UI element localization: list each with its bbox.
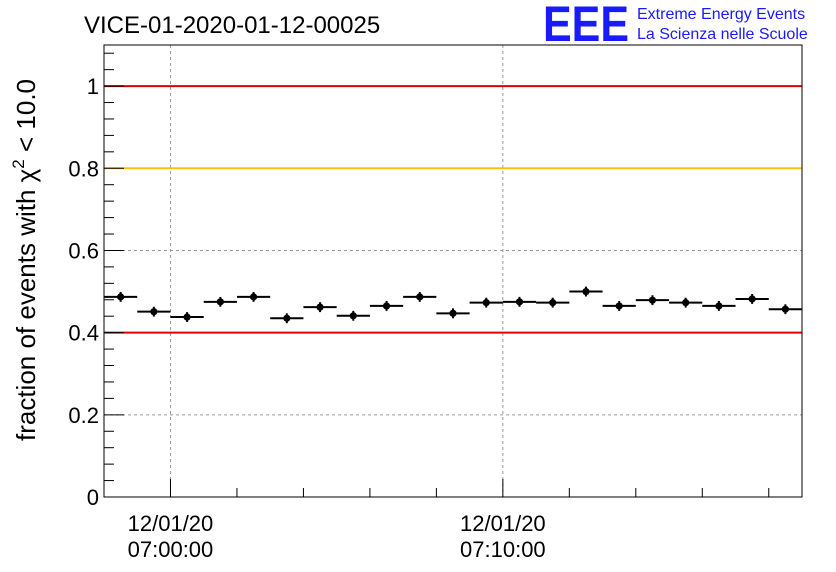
x-tick-date: 12/01/20 bbox=[128, 511, 214, 536]
data-point bbox=[469, 297, 503, 308]
marker bbox=[715, 302, 723, 310]
marker bbox=[781, 305, 789, 313]
marker bbox=[515, 298, 524, 306]
y-tick-label: 1 bbox=[87, 74, 99, 99]
marker bbox=[316, 303, 324, 311]
marker bbox=[648, 296, 657, 304]
plot-frame bbox=[103, 44, 803, 498]
data-point bbox=[170, 312, 204, 322]
eee-logo: EEE Extreme Energy Events La Scienza nel… bbox=[543, 0, 808, 52]
marker bbox=[216, 298, 224, 306]
data-point bbox=[602, 300, 636, 311]
data-point bbox=[436, 308, 470, 319]
reference-lines bbox=[104, 85, 802, 334]
data-point bbox=[369, 300, 404, 311]
data-point bbox=[303, 302, 337, 313]
data-series bbox=[104, 286, 802, 324]
marker bbox=[117, 293, 125, 301]
y-tick-label: 0.4 bbox=[68, 321, 99, 346]
marker bbox=[150, 308, 158, 316]
data-point bbox=[203, 296, 237, 307]
data-point bbox=[768, 304, 802, 315]
data-point bbox=[403, 291, 437, 302]
data-point bbox=[137, 306, 171, 317]
marker bbox=[748, 295, 756, 303]
marker bbox=[283, 314, 291, 322]
y-tick-label: 0.8 bbox=[68, 156, 99, 181]
logo-line1: Extreme Energy Events bbox=[637, 6, 805, 23]
data-point bbox=[336, 310, 370, 321]
marker bbox=[549, 299, 557, 307]
logo-letters: EEE bbox=[543, 0, 629, 52]
run-title: VICE-01-2020-01-12-00025 bbox=[84, 12, 380, 39]
y-tick-label: 0 bbox=[87, 485, 99, 510]
marker bbox=[682, 299, 690, 307]
data-point bbox=[735, 294, 769, 304]
marker bbox=[582, 287, 590, 296]
x-tick-time: 07:10:00 bbox=[460, 537, 546, 562]
marker bbox=[482, 299, 490, 307]
marker bbox=[449, 309, 457, 317]
data-point bbox=[569, 286, 603, 297]
marker bbox=[349, 312, 357, 320]
logo-line2: La Scienza nelle Scuole bbox=[637, 26, 808, 43]
y-tick-label: 0.6 bbox=[68, 238, 99, 263]
data-point bbox=[236, 291, 271, 302]
marker bbox=[183, 313, 191, 321]
axes: 00.20.40.60.8112/01/2007:00:0012/01/2007… bbox=[68, 44, 803, 562]
data-point bbox=[702, 300, 736, 311]
data-point bbox=[104, 291, 138, 302]
data-point bbox=[536, 297, 570, 308]
marker bbox=[382, 302, 391, 310]
data-point bbox=[502, 296, 537, 307]
marker bbox=[249, 293, 258, 301]
grid bbox=[104, 45, 802, 497]
x-tick-time: 07:00:00 bbox=[128, 537, 214, 562]
y-tick-label: 0.2 bbox=[68, 403, 99, 428]
x-tick-date: 12/01/20 bbox=[460, 511, 546, 536]
marker bbox=[416, 293, 424, 301]
marker bbox=[615, 302, 623, 310]
data-point bbox=[635, 295, 670, 306]
data-point bbox=[270, 313, 304, 324]
data-point bbox=[669, 297, 703, 308]
y-axis-label: fraction of events with χ2 < 10.0 bbox=[9, 79, 41, 441]
